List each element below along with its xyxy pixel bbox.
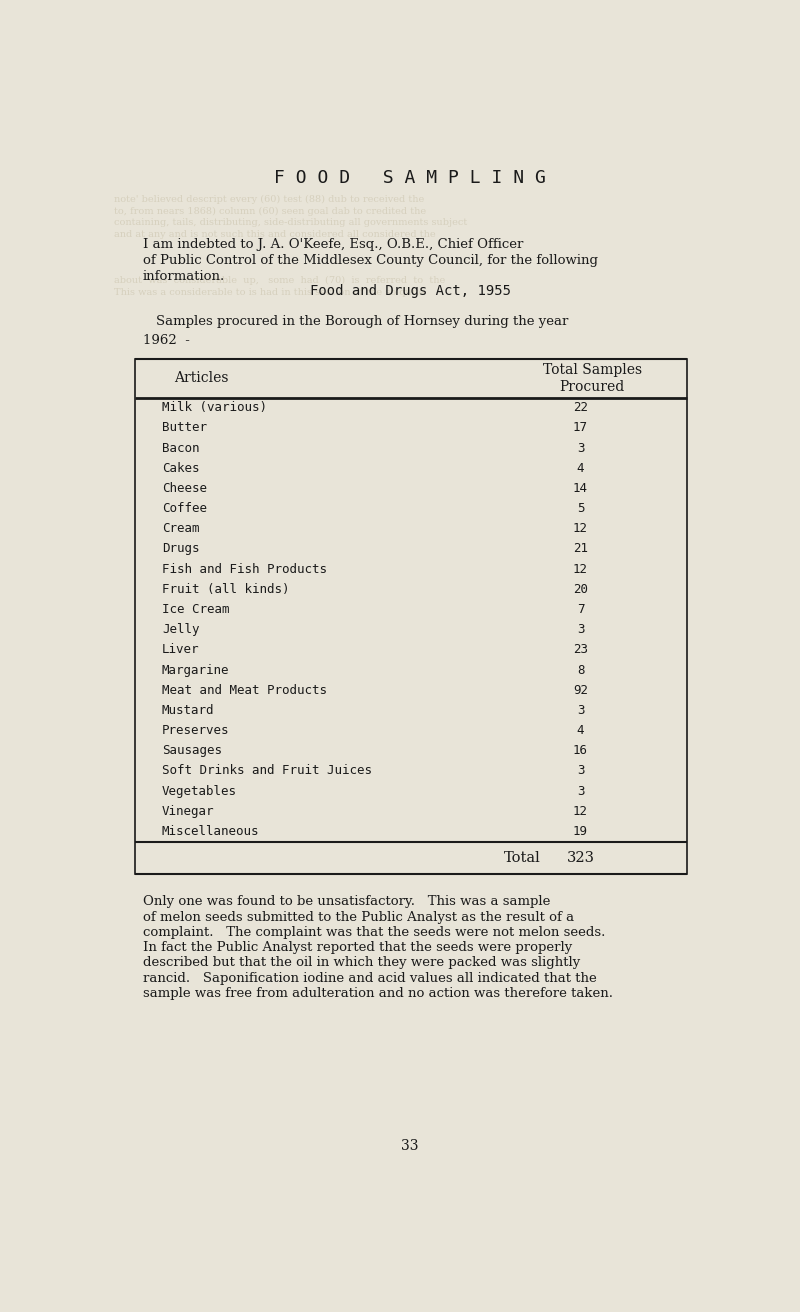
Text: Samples procured in the Borough of Hornsey during the year: Samples procured in the Borough of Horns… [156,315,568,328]
Text: information.: information. [142,270,225,283]
Text: 7: 7 [577,604,584,617]
Text: described but that the oil in which they were packed was slightly: described but that the oil in which they… [142,956,580,970]
Text: 16: 16 [573,744,588,757]
Text: F O O D   S A M P L I N G: F O O D S A M P L I N G [274,169,546,188]
Text: 22: 22 [573,401,588,415]
Text: Ice Cream: Ice Cream [162,604,230,617]
Text: Coffee: Coffee [162,502,207,516]
Text: 19: 19 [573,825,588,838]
Text: 1962  -: 1962 - [142,333,190,346]
Text: of Public Control of the Middlesex County Council, for the following: of Public Control of the Middlesex Count… [142,253,598,266]
Text: 12: 12 [573,804,588,817]
Text: Meat and Meat Products: Meat and Meat Products [162,684,327,697]
Text: to, from nears 1868) column (60) seen goal dab to credited the: to, from nears 1868) column (60) seen go… [114,206,426,215]
Text: Food and Drugs Act, 1955: Food and Drugs Act, 1955 [310,285,510,298]
Text: 12: 12 [573,522,588,535]
Text: 3: 3 [577,785,584,798]
Text: 12: 12 [573,563,588,576]
Text: Total: Total [504,850,541,865]
Text: 8: 8 [577,664,584,677]
Text: Mustard: Mustard [162,703,214,716]
Text: Butter: Butter [162,421,207,434]
Text: 17: 17 [573,421,588,434]
Text: 92: 92 [573,684,588,697]
Text: 20: 20 [573,583,588,596]
Text: I am indebted to J. A. O'Keefe, Esq., O.B.E., Chief Officer: I am indebted to J. A. O'Keefe, Esq., O.… [142,237,523,251]
Text: Sausages: Sausages [162,744,222,757]
Text: Fruit (all kinds): Fruit (all kinds) [162,583,290,596]
Text: Cakes: Cakes [162,462,199,475]
Text: 21: 21 [573,542,588,555]
Text: 5: 5 [577,502,584,516]
Text: Articles: Articles [174,371,228,386]
Text: Fish and Fish Products: Fish and Fish Products [162,563,327,576]
Text: 3: 3 [577,442,584,455]
Text: Cream: Cream [162,522,199,535]
Text: sample was free from adulteration and no action was therefore taken.: sample was free from adulteration and no… [142,987,613,1000]
Text: complaint.   The complaint was that the seeds were not melon seeds.: complaint. The complaint was that the se… [142,926,605,939]
Text: Vegetables: Vegetables [162,785,237,798]
Text: rancid.   Saponification iodine and acid values all indicated that the: rancid. Saponification iodine and acid v… [142,972,596,984]
Text: about  was  considerable  up,   some  had  (70)  is  referred  to  the: about was considerable up, some had (70)… [114,276,445,285]
Text: 3: 3 [577,765,584,778]
Text: 23: 23 [573,643,588,656]
Text: Only one was found to be unsatisfactory.   This was a sample: Only one was found to be unsatisfactory.… [142,895,550,908]
Text: Miscellaneous: Miscellaneous [162,825,259,838]
Text: 14: 14 [573,482,588,495]
Text: and at any and is not such this and considered all considered the: and at any and is not such this and cons… [114,231,435,239]
Text: Jelly: Jelly [162,623,199,636]
Text: Bacon: Bacon [162,442,199,455]
Text: This was a considerable to is had in this section of the so quite: This was a considerable to is had in thi… [114,289,425,297]
Text: containing, tails, distributing, side-distributing all governments subject: containing, tails, distributing, side-di… [114,218,467,227]
Text: Cheese: Cheese [162,482,207,495]
Text: Soft Drinks and Fruit Juices: Soft Drinks and Fruit Juices [162,765,372,778]
Text: Total Samples
Procured: Total Samples Procured [542,363,642,394]
Text: 4: 4 [577,724,584,737]
Text: 323: 323 [566,850,594,865]
Text: In fact the Public Analyst reported that the seeds were properly: In fact the Public Analyst reported that… [142,941,572,954]
Text: Liver: Liver [162,643,199,656]
Text: Milk (various): Milk (various) [162,401,267,415]
Text: Vinegar: Vinegar [162,804,214,817]
Text: Margarine: Margarine [162,664,230,677]
Text: note' believed descript every (60) test (88) dub to received the: note' believed descript every (60) test … [114,194,424,203]
Text: of melon seeds submitted to the Public Analyst as the result of a: of melon seeds submitted to the Public A… [142,911,574,924]
Text: 3: 3 [577,623,584,636]
Text: 33: 33 [402,1139,418,1153]
Text: 3: 3 [577,703,584,716]
Text: Drugs: Drugs [162,542,199,555]
Text: Preserves: Preserves [162,724,230,737]
Text: 4: 4 [577,462,584,475]
